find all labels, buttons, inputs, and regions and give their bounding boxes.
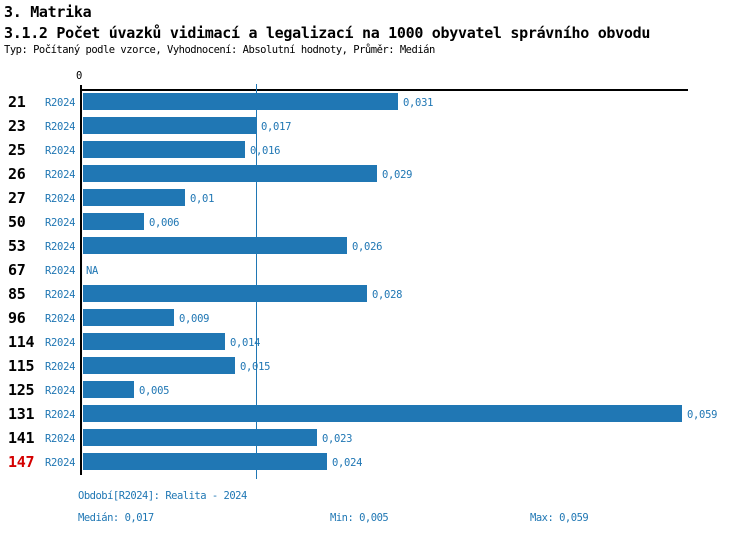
- value-label: 0,024: [332, 457, 363, 469]
- value-label: 0,017: [261, 121, 292, 133]
- chart-row: 50 R2024 0,006: [0, 211, 750, 235]
- value-label: 0,031: [403, 97, 434, 109]
- chart-row: 147 R2024 0,024: [0, 451, 750, 475]
- series-label: R2024: [45, 97, 76, 109]
- chart-row: 96 R2024 0,009: [0, 307, 750, 331]
- value-label: NA: [86, 265, 99, 277]
- max-stat: Max: 0,059: [530, 512, 589, 524]
- value-label: 0,059: [687, 409, 718, 421]
- bar: [83, 309, 174, 326]
- series-label: R2024: [45, 409, 76, 421]
- value-label: 0,009: [179, 313, 210, 325]
- chart-row: 141 R2024 0,023: [0, 427, 750, 451]
- chart-row: 131 R2024 0,059: [0, 403, 750, 427]
- x-axis-zero-tick-label: 0: [76, 70, 83, 82]
- category-label: 147: [8, 453, 35, 471]
- bar: [83, 285, 367, 302]
- value-label: 0,005: [139, 385, 170, 397]
- series-label: R2024: [45, 361, 76, 373]
- median-stat: Medián: 0,017: [78, 512, 154, 524]
- chart-row: 85 R2024 0,028: [0, 283, 750, 307]
- min-stat: Min: 0,005: [330, 512, 389, 524]
- category-label: 115: [8, 357, 35, 375]
- category-label: 26: [8, 165, 26, 183]
- value-label: 0,014: [230, 337, 261, 349]
- series-label: R2024: [45, 169, 76, 181]
- median-reference-line: [256, 84, 257, 479]
- bar: [83, 429, 317, 446]
- chart-row: 125 R2024 0,005: [0, 379, 750, 403]
- bar: [83, 189, 185, 206]
- series-label: R2024: [45, 217, 76, 229]
- chart-title: 3.1.2 Počet úvazků vidimací a legalizací…: [4, 24, 651, 42]
- series-label: R2024: [45, 433, 76, 445]
- series-label: R2024: [45, 457, 76, 469]
- chart-row: 21 R2024 0,031: [0, 91, 750, 115]
- category-label: 25: [8, 141, 26, 159]
- series-label: R2024: [45, 193, 76, 205]
- y-axis-line: [80, 85, 82, 475]
- category-label: 114: [8, 333, 35, 351]
- category-label: 96: [8, 309, 26, 327]
- category-label: 141: [8, 429, 35, 447]
- series-label: R2024: [45, 313, 76, 325]
- chart-subtitle: Typ: Počítaný podle vzorce, Vyhodnocení:…: [4, 44, 435, 56]
- category-label: 50: [8, 213, 26, 231]
- bar: [83, 213, 144, 230]
- series-label: R2024: [45, 121, 76, 133]
- value-label: 0,026: [352, 241, 383, 253]
- bar: [83, 117, 256, 134]
- x-axis-line: [80, 89, 688, 91]
- chart-row: 114 R2024 0,014: [0, 331, 750, 355]
- bar: [83, 93, 398, 110]
- section-title: 3. Matrika: [4, 3, 92, 21]
- chart-row: 27 R2024 0,01: [0, 187, 750, 211]
- series-label: R2024: [45, 241, 76, 253]
- value-label: 0,016: [250, 145, 281, 157]
- bar: [83, 381, 134, 398]
- value-label: 0,015: [240, 361, 271, 373]
- series-label: R2024: [45, 265, 76, 277]
- bar: [83, 333, 225, 350]
- value-label: 0,029: [382, 169, 413, 181]
- category-label: 21: [8, 93, 26, 111]
- chart-row: 53 R2024 0,026: [0, 235, 750, 259]
- bar: [83, 357, 235, 374]
- chart-row: 25 R2024 0,016: [0, 139, 750, 163]
- chart-row: 67 R2024 NA: [0, 259, 750, 283]
- category-label: 23: [8, 117, 26, 135]
- category-label: 53: [8, 237, 26, 255]
- series-label: R2024: [45, 145, 76, 157]
- series-label: R2024: [45, 385, 76, 397]
- bar: [83, 141, 245, 158]
- chart-row: 115 R2024 0,015: [0, 355, 750, 379]
- bar: [83, 453, 327, 470]
- period-caption: Období[R2024]: Realita - 2024: [78, 490, 247, 502]
- category-label: 125: [8, 381, 35, 399]
- bar: [83, 165, 377, 182]
- series-label: R2024: [45, 289, 76, 301]
- category-label: 27: [8, 189, 26, 207]
- series-label: R2024: [45, 337, 76, 349]
- category-label: 131: [8, 405, 35, 423]
- bar: [83, 237, 347, 254]
- category-label: 85: [8, 285, 26, 303]
- value-label: 0,006: [149, 217, 180, 229]
- chart-row: 23 R2024 0,017: [0, 115, 750, 139]
- chart-row: 26 R2024 0,029: [0, 163, 750, 187]
- value-label: 0,01: [190, 193, 215, 205]
- category-label: 67: [8, 261, 26, 279]
- value-label: 0,023: [322, 433, 353, 445]
- value-label: 0,028: [372, 289, 403, 301]
- bar: [83, 405, 682, 422]
